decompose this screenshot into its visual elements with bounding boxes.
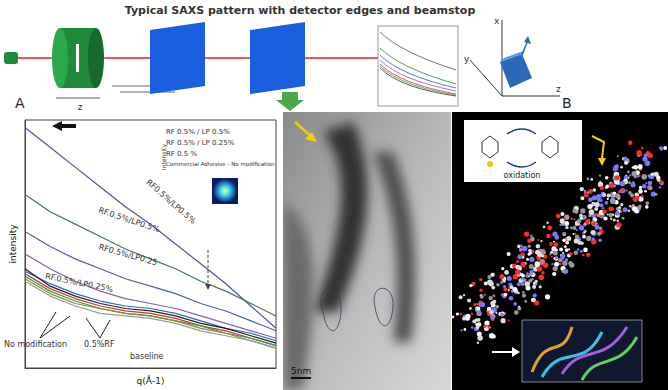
svg-text:RF0.5%/LP0.25: RF0.5%/LP0.25 (98, 243, 158, 268)
svg-text:intensity: intensity (8, 224, 18, 264)
svg-text:Typical SAXS pattern with dete: Typical SAXS pattern with detector edges… (125, 4, 476, 17)
svg-text:Commercial Adhesive - No modif: Commercial Adhesive - No modification (166, 161, 275, 167)
svg-text:A: A (15, 95, 25, 111)
svg-text:RF 0.5% / LP 0.25%: RF 0.5% / LP 0.25% (166, 139, 235, 147)
svg-text:x: x (494, 16, 500, 26)
svg-text:B: B (562, 95, 572, 111)
svg-text:RF.0.5%/LP0.25%: RF.0.5%/LP0.25% (44, 272, 114, 295)
svg-text:z: z (78, 102, 83, 112)
svg-text:q(Å-1): q(Å-1) (137, 375, 165, 386)
svg-text:RF0.5%/LP0.5%: RF0.5%/LP0.5% (144, 178, 197, 226)
svg-text:y: y (464, 54, 470, 64)
svg-text:RF.0.5%/LP0.5%: RF.0.5%/LP0.5% (97, 206, 161, 235)
svg-text:RF 0.5% / LP 0.5%: RF 0.5% / LP 0.5% (166, 128, 230, 136)
svg-text:5nm: 5nm (291, 366, 311, 376)
svg-text:0.5%RF: 0.5%RF (84, 340, 115, 349)
svg-text:oxidation: oxidation (504, 171, 541, 180)
svg-text:RF 0.5 %: RF 0.5 % (166, 150, 197, 158)
svg-text:z: z (556, 84, 561, 94)
svg-text:No modification: No modification (4, 340, 67, 349)
svg-text:baseline: baseline (130, 352, 164, 361)
svg-text:intensity: intensity (159, 144, 167, 170)
